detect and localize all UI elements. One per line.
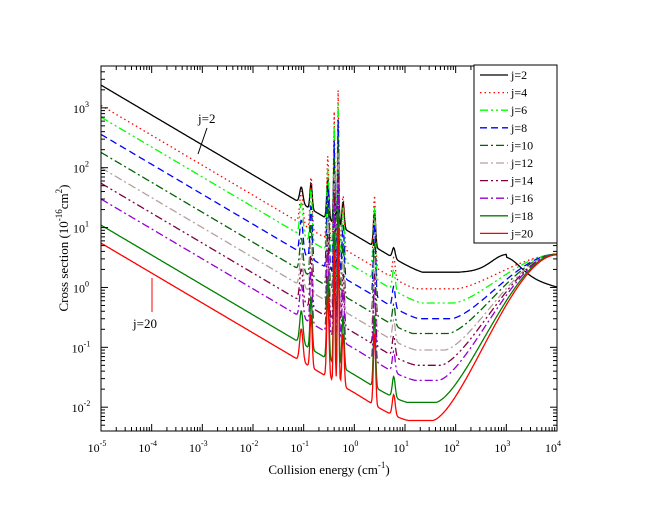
legend-label-j16: j=16 (510, 191, 533, 205)
x-tick-label: 10-4 (138, 439, 157, 455)
x-tick-label: 10-2 (240, 439, 259, 455)
legend-label-j8: j=8 (510, 121, 527, 135)
annotation-j2-label: j=2 (197, 111, 215, 126)
legend-label-j18: j=18 (510, 209, 533, 223)
series-line-j20 (101, 228, 557, 422)
x-tick-label: 104 (545, 439, 561, 455)
y-tick-label: 102 (73, 160, 89, 176)
series-line-j10 (101, 137, 557, 335)
series-line-j12 (101, 152, 557, 351)
y-tick-label: 10-1 (72, 339, 91, 355)
y-tick-label: 100 (73, 279, 89, 295)
legend-label-j4: j=4 (510, 86, 527, 100)
x-tick-label: 103 (494, 439, 510, 455)
series-line-j14 (101, 168, 557, 366)
x-tick-label: 10-5 (88, 439, 107, 455)
legend-label-j2: j=2 (510, 68, 527, 82)
legend-label-j10: j=10 (510, 138, 533, 152)
series-line-j8 (101, 119, 557, 320)
x-tick-label: 102 (444, 439, 460, 455)
legend-label-j14: j=14 (510, 174, 533, 188)
legend-label-j12: j=12 (510, 156, 533, 170)
annotation-j20-label: j=20 (132, 316, 157, 331)
legend-box (473, 64, 558, 244)
legend-label-j20: j=20 (510, 226, 533, 240)
plot-frame (100, 65, 558, 432)
x-tick-label: 10-1 (290, 439, 309, 455)
annotation-j2-pointer (197, 127, 208, 155)
x-axis-title: Collision energy (cm-1) (268, 460, 389, 477)
y-axis-title: Cross section (10-16cm2) (54, 184, 71, 311)
legend-label-j6: j=6 (510, 103, 527, 117)
y-tick-label: 103 (73, 100, 89, 116)
x-tick-label: 10-3 (189, 439, 208, 455)
y-tick-label: 101 (73, 220, 89, 236)
y-tick-label: 10-2 (72, 399, 91, 415)
x-tick-label: 100 (342, 439, 358, 455)
x-tick-label: 101 (393, 439, 409, 455)
